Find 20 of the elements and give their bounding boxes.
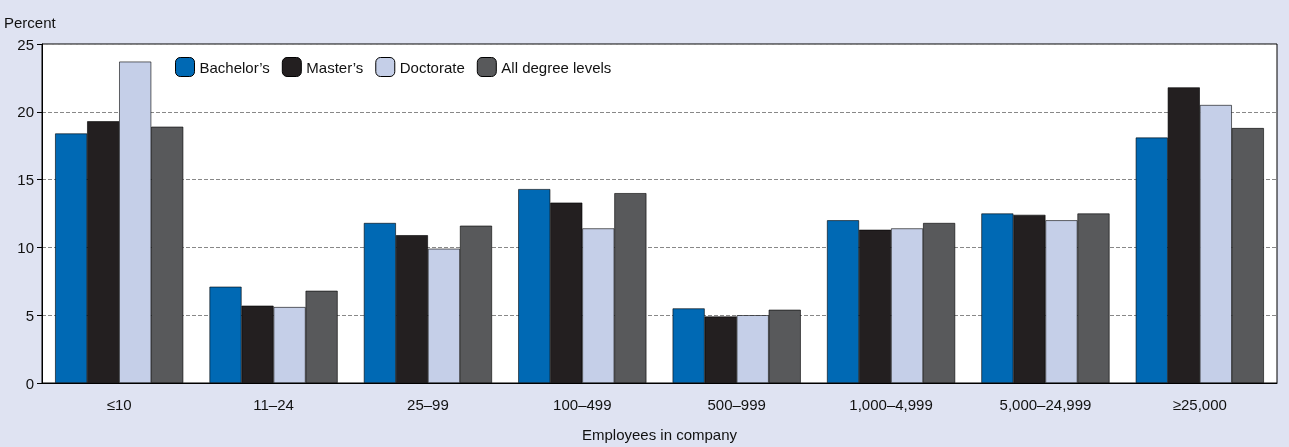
y-tick-label: 10	[17, 238, 34, 256]
x-tick-label: ≤10	[106, 396, 132, 413]
x-tick-label: 100–499	[553, 396, 612, 413]
y-tick-label: 15	[17, 171, 34, 189]
y-tick-label: 25	[17, 35, 34, 53]
x-tick-label: 25–99	[407, 396, 449, 413]
x-tick-label: 11–24	[253, 396, 294, 413]
x-tick-label: 5,000–24,999	[999, 396, 1092, 413]
y-tick-label: 5	[25, 306, 34, 324]
legend-label: Bachelor’s	[199, 58, 270, 76]
x-axis-title: Employees in company	[581, 426, 738, 443]
legend-label: All degree levels	[501, 58, 612, 76]
x-tick-label: ≥25,000	[1172, 396, 1227, 413]
y-tick-label: 20	[17, 103, 34, 121]
y-tick-label: 0	[25, 374, 34, 392]
legend-label: Master’s	[306, 58, 364, 76]
y-axis-title: Percent	[4, 14, 57, 31]
x-tick-label: 500–999	[707, 396, 766, 413]
x-tick-label: 1,000–4,999	[849, 396, 933, 413]
legend-label: Doctorate	[399, 58, 465, 76]
